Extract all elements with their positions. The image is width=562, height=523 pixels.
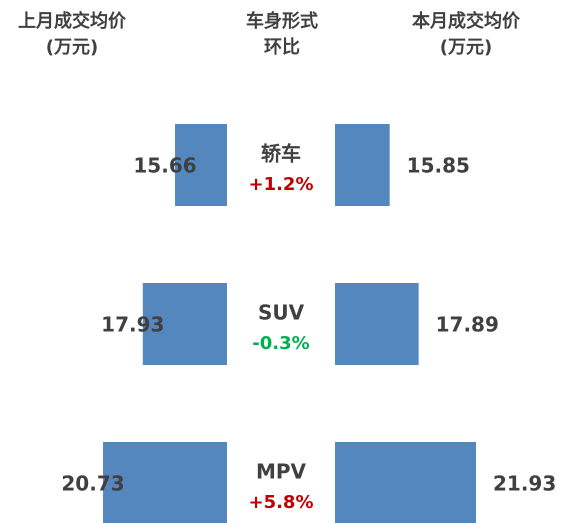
center-header: 车身形式 [246,10,318,32]
left-header-unit: (万元) [46,37,98,58]
category-label: 轿车 [261,142,301,166]
left-bar [142,283,227,365]
category-label: MPV [256,460,307,484]
left-value-label: 15.66 [133,154,196,178]
right-value-label: 17.89 [436,313,499,337]
category-label: SUV [258,301,305,325]
left-header: 上月成交均价 [18,10,127,32]
right-bar [335,124,390,206]
change-label: +5.8% [248,492,313,513]
change-label: -0.3% [252,333,309,354]
right-bar [335,283,419,365]
right-value-label: 21.93 [493,472,556,496]
right-value-label: 15.85 [407,154,470,178]
center-header: 环比 [264,37,300,58]
change-label: +1.2% [248,174,313,195]
left-bar [103,442,227,523]
right-header: 本月成交均价 [412,10,521,32]
right-bar [335,442,477,523]
right-header-unit: (万元) [440,37,492,58]
left-value-label: 17.93 [101,313,164,337]
left-value-label: 20.73 [61,472,124,496]
left-bar [175,124,227,206]
